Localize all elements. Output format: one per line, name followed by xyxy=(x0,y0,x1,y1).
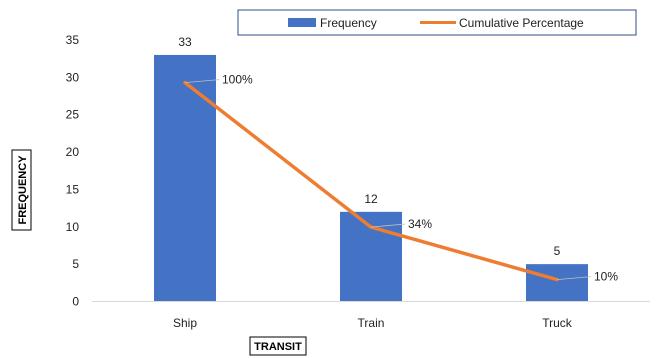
legend-swatch-frequency xyxy=(288,18,316,27)
y-tick-label: 20 xyxy=(66,145,80,159)
bar-value-label: 5 xyxy=(554,244,561,258)
cumulative-label-leader xyxy=(556,276,592,281)
cumulative-point-label: 100% xyxy=(222,73,253,87)
y-axis-title-text: FREQUENCY xyxy=(17,155,29,225)
x-tick-label: Ship xyxy=(173,316,197,330)
cumulative-point-label: 34% xyxy=(408,217,432,231)
x-tick-label: Truck xyxy=(542,316,573,330)
x-axis-ticks: Ship Train Truck xyxy=(173,316,573,330)
cumulative-point-label: 10% xyxy=(594,270,618,284)
bars xyxy=(154,54,588,302)
bar-ship xyxy=(154,54,216,302)
x-tick-label: Train xyxy=(358,316,385,330)
y-tick-label: 0 xyxy=(72,295,79,309)
y-tick-label: 10 xyxy=(66,220,80,234)
legend-label-cumulative-percentage: Cumulative Percentage xyxy=(459,16,584,30)
bar-value-label: 33 xyxy=(178,35,192,49)
bar-truck xyxy=(526,264,588,302)
bar-value-label: 12 xyxy=(364,192,378,206)
y-tick-label: 30 xyxy=(66,70,80,84)
y-tick-label: 25 xyxy=(66,108,80,122)
cumulative-labels: 100% 34% 10% xyxy=(184,73,618,284)
legend: Frequency Cumulative Percentage xyxy=(237,9,637,36)
x-axis-title: TRANSIT xyxy=(249,336,307,356)
bar-value-labels: 33 12 5 xyxy=(178,35,560,258)
y-tick-label: 5 xyxy=(72,257,79,271)
y-tick-label: 35 xyxy=(66,33,80,47)
x-axis-title-box xyxy=(249,336,307,356)
y-axis-title-box xyxy=(11,149,32,231)
cumulative-label-leader xyxy=(184,79,220,83)
x-axis-title-text: TRANSIT xyxy=(254,341,302,353)
y-axis-title: FREQUENCY xyxy=(11,149,32,231)
y-tick-label: 15 xyxy=(66,182,80,196)
cumulative-label-leader xyxy=(370,223,406,228)
legend-label-frequency: Frequency xyxy=(320,16,377,30)
y-axis-ticks: 0 5 10 15 20 25 30 35 xyxy=(66,33,80,309)
